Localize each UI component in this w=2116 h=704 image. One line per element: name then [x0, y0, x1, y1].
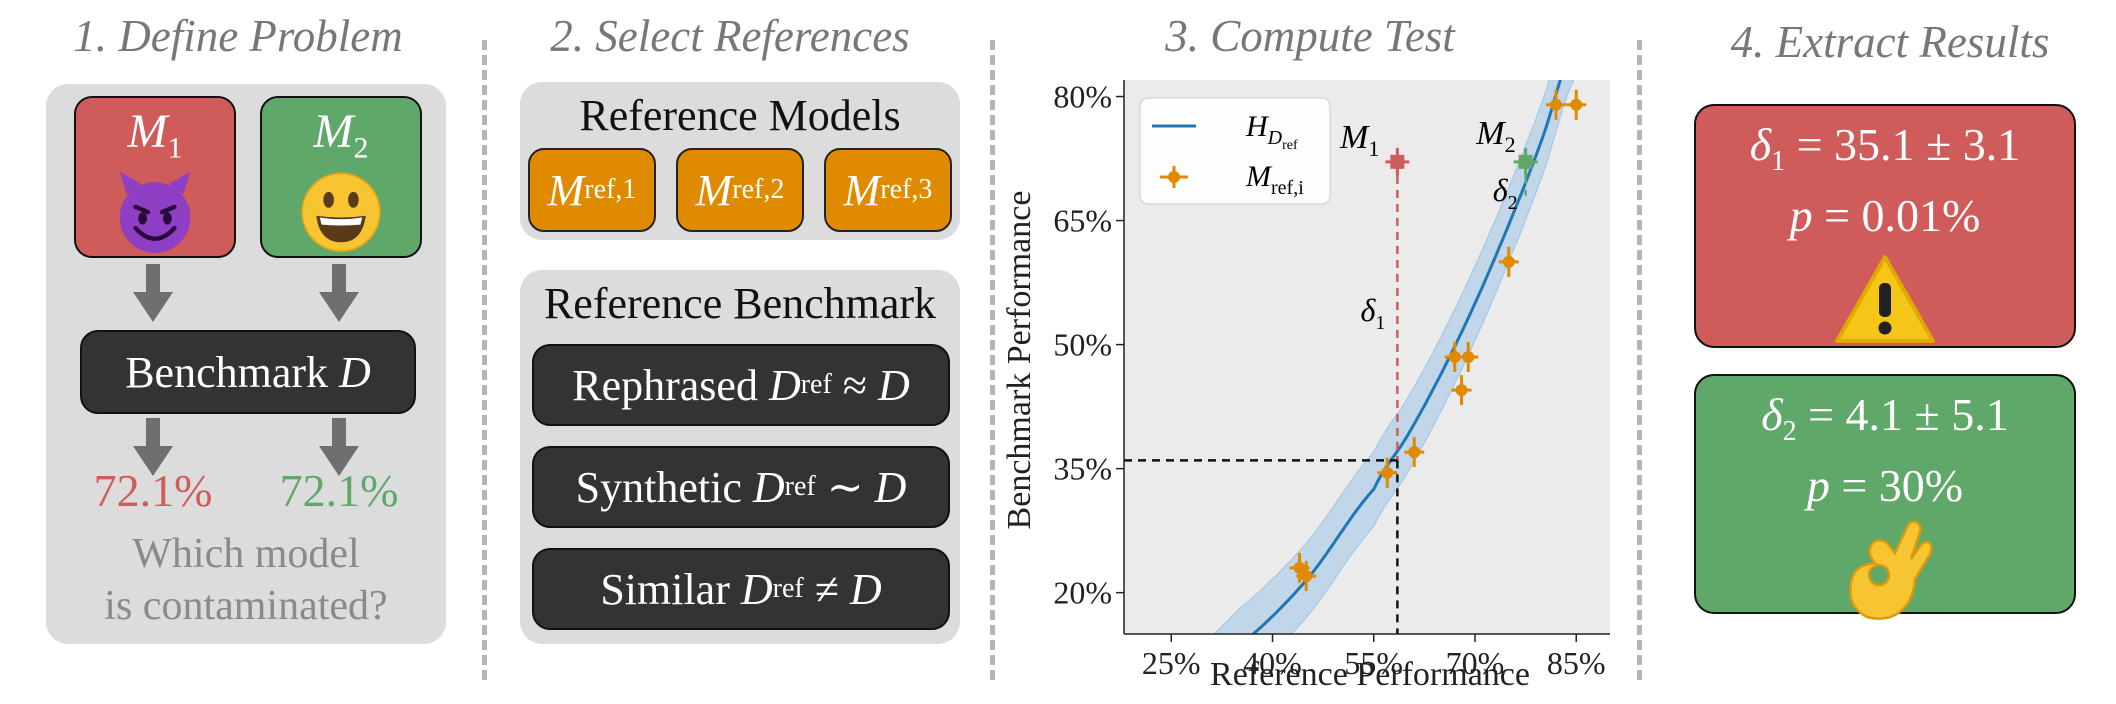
- reference-models-title: Reference Models: [579, 91, 901, 140]
- y-tick-label: 20%: [1053, 575, 1112, 611]
- reference-point: [1444, 342, 1465, 372]
- y-tick-label: 35%: [1053, 451, 1112, 487]
- compute-test-chart: 25% 40% 55% 70% 85% 20% 35% 50% 65% 80% Reference…: [1001, 79, 1610, 693]
- step-1-title: 1. Define Problem: [73, 11, 403, 61]
- step-3-title: 3. Compute Test: [1165, 11, 1455, 61]
- arrow-down-icon: [133, 264, 173, 322]
- m1-point-label: M1: [1339, 119, 1379, 161]
- reference-point-marker: [1570, 98, 1583, 111]
- m1-marker: [1385, 147, 1410, 176]
- chart-legend: HDref Mref,i: [1139, 97, 1331, 205]
- reference-point: [1458, 342, 1479, 372]
- reference-point: [1404, 437, 1425, 468]
- reference-point-marker: [1381, 466, 1394, 479]
- arrow-down-icon: [319, 264, 359, 322]
- reference-point-marker: [1502, 255, 1515, 268]
- reference-point: [1566, 89, 1587, 120]
- reference-point-marker: [1300, 570, 1313, 583]
- grinning-face-icon: [301, 172, 381, 252]
- model-2-label: M2: [313, 105, 369, 165]
- m1-marker-square: [1390, 154, 1405, 169]
- m2-marker-square: [1518, 154, 1533, 169]
- result-2-box: δ2 = 4.1 ± 5.1 p = 30%: [1694, 374, 2076, 621]
- ok-hand-icon: [1849, 520, 1933, 621]
- model-1-label: M1: [127, 105, 183, 165]
- fitted-curve: [1251, 80, 1562, 634]
- result-1-box: δ1 = 35.1 ± 3.1 p = 0.01%: [1694, 104, 2076, 348]
- reference-point-marker: [1455, 384, 1468, 397]
- arrow-down-icon: [319, 418, 359, 476]
- x-tick-label: 25%: [1142, 645, 1201, 681]
- legend-points-label: Mref,i: [1245, 160, 1304, 199]
- question-text: Which model is contaminated?: [104, 531, 388, 629]
- smiling-devil-icon: [119, 171, 191, 253]
- reference-point: [1451, 375, 1472, 406]
- y-tick-label: 50%: [1053, 327, 1112, 363]
- reference-point-marker: [1550, 98, 1562, 111]
- reference-point-marker: [1448, 351, 1461, 363]
- model-2-card: M2: [260, 96, 422, 258]
- reference-point: [1296, 561, 1317, 592]
- result-2-pvalue: p = 30%: [1806, 460, 1964, 512]
- m2-marker: [1513, 147, 1538, 176]
- y-tick-label: 80%: [1053, 79, 1112, 115]
- delta1-label: δ1: [1361, 292, 1386, 334]
- x-axis-label: Reference Performance: [1210, 656, 1530, 693]
- result-1-pvalue: p = 0.01%: [1789, 190, 1981, 242]
- x-tick-label: 85%: [1547, 645, 1606, 681]
- result-2-delta: δ2 = 4.1 ± 5.1: [1761, 389, 2009, 448]
- confidence-band: [1213, 80, 1575, 634]
- benchmark-box: Benchmark D: [80, 330, 416, 414]
- divider-2: [990, 40, 995, 680]
- x-tick-label: 40%: [1243, 645, 1302, 681]
- step-2-title: 2. Select References: [550, 11, 910, 61]
- divider-1: [482, 40, 487, 680]
- reference-benchmark-title: Reference Benchmark: [543, 279, 937, 328]
- reference-point: [1498, 246, 1519, 277]
- x-tick-label: 55%: [1344, 645, 1403, 681]
- model-1-score: 72.1%: [93, 465, 213, 516]
- y-tick-label: 65%: [1053, 203, 1112, 239]
- m2-point-label: M2: [1475, 115, 1515, 157]
- arrow-down-icon: [133, 418, 173, 476]
- divider-3: [1637, 40, 1642, 680]
- x-tick-label: 70%: [1446, 645, 1505, 681]
- model-1-card: M1: [74, 96, 236, 258]
- warning-icon: [1835, 255, 1935, 344]
- legend-curve-label: HDref: [1245, 110, 1298, 153]
- y-axis-label: Benchmark Performance: [1001, 191, 1038, 530]
- reference-point-marker: [1293, 561, 1306, 574]
- reference-point-marker: [1408, 446, 1421, 459]
- legend-points-swatch: [1160, 166, 1188, 188]
- model-2-score: 72.1%: [279, 465, 399, 516]
- reference-point-marker: [1462, 351, 1475, 363]
- reference-point: [1377, 457, 1398, 488]
- delta2-label: δ2: [1493, 172, 1518, 214]
- result-1-delta: δ1 = 35.1 ± 3.1: [1749, 119, 2021, 178]
- step-4-title: 4. Extract Results: [1730, 17, 2050, 67]
- reference-point: [1546, 89, 1566, 120]
